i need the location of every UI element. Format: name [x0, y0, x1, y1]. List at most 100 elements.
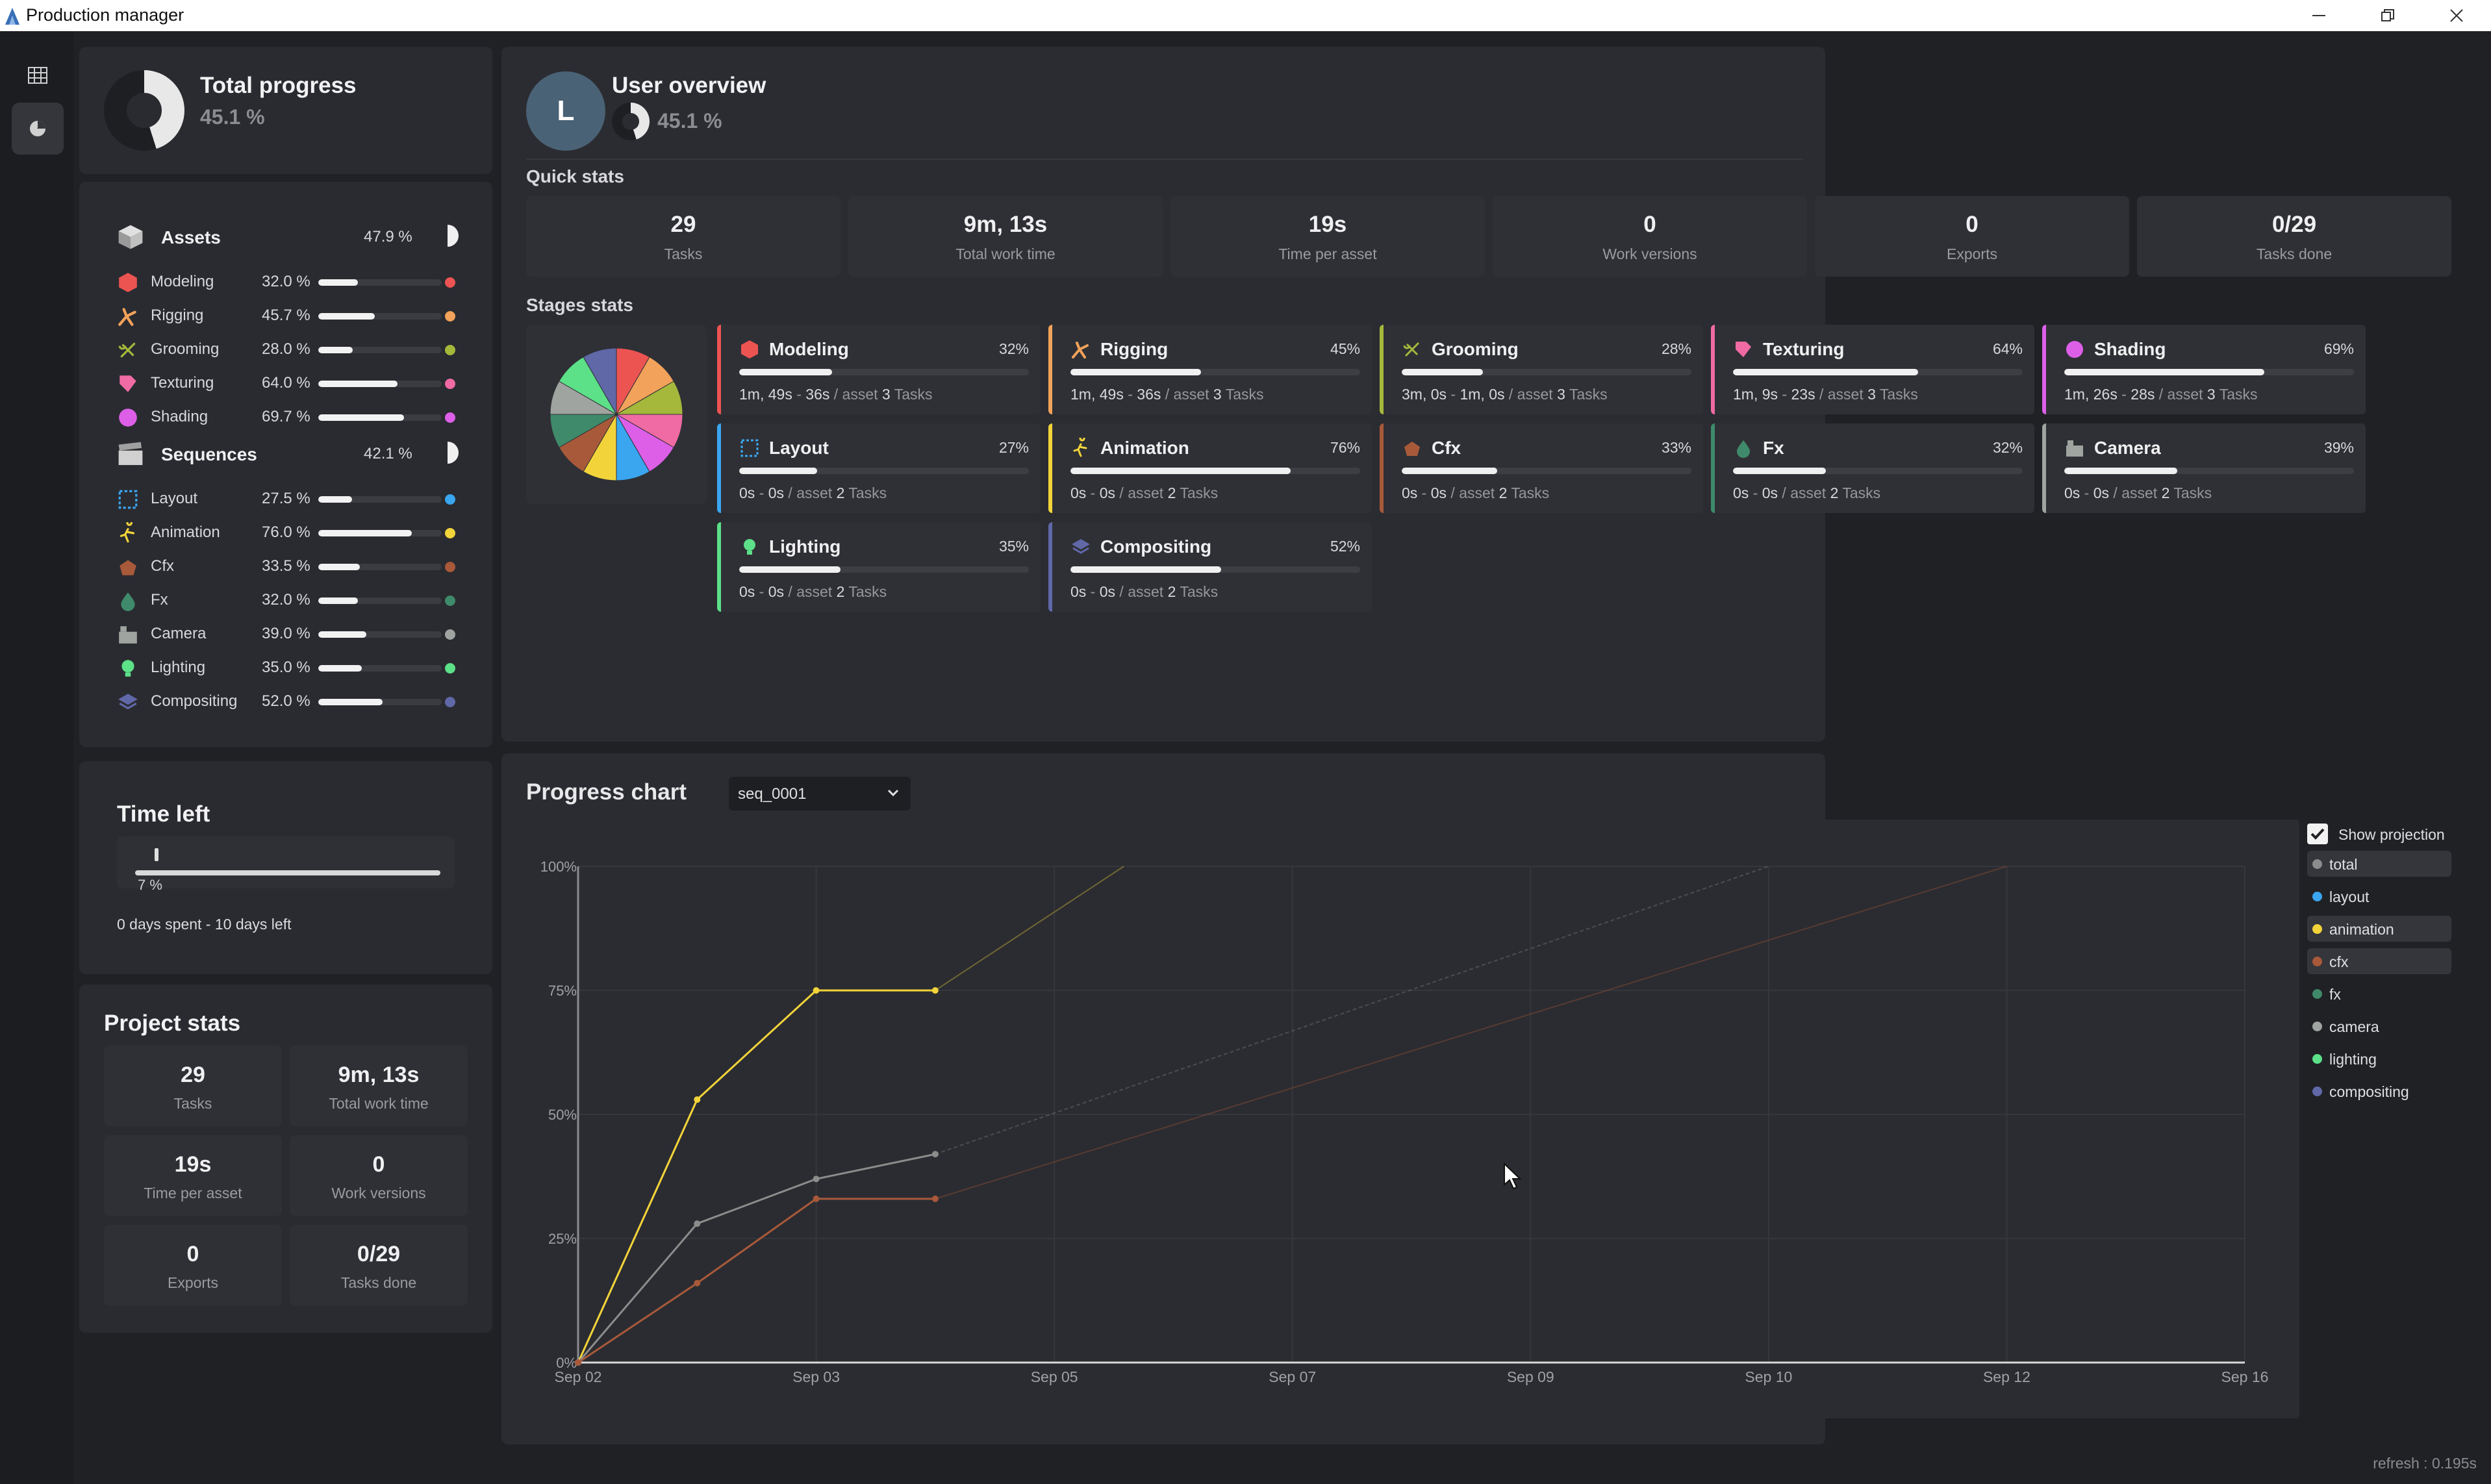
stage-progress-bar [318, 279, 442, 286]
stage-card-per-asset: / asset [1778, 484, 1830, 501]
stage-card-total-time: 0s [739, 583, 755, 600]
stage-progress-fill [318, 313, 375, 320]
stage-card-progress-bar [1402, 369, 1691, 375]
legend-item-total[interactable]: total [2307, 851, 2451, 877]
stage-card-name: Modeling [769, 339, 849, 359]
y-tick-label: 100% [540, 859, 577, 875]
stage-card-per-asset: / asset [784, 583, 837, 600]
stage-card-progress-bar [1402, 468, 1691, 474]
stage-card-icon-wrap [739, 438, 760, 459]
rigging-icon [118, 308, 136, 326]
stage-card-meta: 0s - 0s / asset 2 Tasks [1402, 484, 1549, 502]
stage-card-meta: 1m, 49s - 36s / asset 3 Tasks [739, 386, 933, 403]
stage-icon-wrap [117, 407, 139, 429]
y-tick-label: 25% [548, 1231, 577, 1247]
table-view-button[interactable] [12, 49, 64, 101]
legend-item-lighting[interactable]: lighting [2307, 1046, 2451, 1072]
stage-card-progress-fill [1402, 369, 1483, 375]
lighting-icon [121, 660, 134, 677]
stage-card-task-count: 3 [2206, 386, 2219, 403]
stage-card-accent [2042, 325, 2046, 414]
legend-item-fx[interactable]: fx [2307, 981, 2451, 1007]
stage-row-grooming: Grooming 28.0 % [117, 333, 468, 366]
stage-card-total-time: 3m, 0s [1402, 386, 1447, 403]
stages-pie-box [526, 325, 707, 504]
stage-card-total-time: 1m, 49s [739, 386, 792, 403]
legend-item-camera[interactable]: camera [2307, 1013, 2451, 1039]
restore-button[interactable] [2355, 0, 2420, 31]
sequence-select[interactable]: seq_0001 [729, 777, 911, 811]
stage-card-fx: Fx 32% 0s - 0s / asset 2 Tasks [1711, 423, 2034, 513]
legend-dot [2312, 1087, 2322, 1096]
stage-icon-wrap [117, 305, 139, 327]
stage-card-accent [1380, 423, 1384, 513]
stat-label: Work versions [1602, 245, 1697, 262]
assets-header: Assets 47.9 % [117, 217, 468, 256]
layout-icon [118, 490, 138, 509]
stage-card-percent: 28% [1661, 340, 1691, 357]
assets-label: Assets [161, 227, 221, 247]
shading-icon [119, 409, 137, 427]
user-overview-title: User overview [612, 73, 766, 98]
legend-item-layout[interactable]: layout [2307, 883, 2451, 909]
stage-card-task-count: 3 [881, 386, 894, 403]
stage-progress-bar [318, 597, 442, 604]
stage-progress-bar [318, 665, 442, 672]
stage-card-progress-fill [739, 369, 832, 375]
stage-card-name: Texturing [1763, 339, 1845, 359]
show-projection-checkbox[interactable] [2307, 824, 2328, 844]
stage-card-cfx: Cfx 33% 0s - 0s / asset 2 Tasks [1380, 423, 1703, 513]
stage-progress-fill [318, 381, 398, 387]
stage-progress-fill [318, 347, 353, 353]
chevron-down-icon [887, 789, 899, 797]
legend-item-cfx[interactable]: cfx [2307, 948, 2451, 974]
stage-row-layout: Layout 27.5 % [117, 482, 468, 516]
stat-value: 9m, 13s [963, 212, 1048, 237]
close-button[interactable] [2424, 0, 2489, 31]
stage-name: Cfx [151, 557, 174, 575]
pie-slice-compositing [583, 347, 617, 416]
stat-label: Tasks done [340, 1274, 417, 1291]
donut-hole [126, 92, 162, 129]
legend-dot [2312, 1054, 2322, 1064]
checkmark-icon [2310, 828, 2325, 840]
stage-card-percent: 64% [1992, 340, 2023, 357]
stage-card-time-per-asset: 0s [1762, 484, 1778, 501]
stage-card-name: Grooming [1432, 339, 1519, 359]
stat-value: 0/29 [357, 1242, 401, 1266]
total-progress-donut [104, 70, 184, 151]
legend-label: animation [2329, 921, 2394, 938]
legend-item-animation[interactable]: animation [2307, 916, 2451, 942]
stage-card-rigging: Rigging 45% 1m, 49s - 36s / asset 3 Tasks [1048, 325, 1372, 414]
legend-dot [2312, 924, 2322, 934]
stage-card-progress-bar [739, 468, 1029, 474]
stage-card-icon-wrap [2064, 339, 2085, 360]
minimize-button[interactable] [2286, 0, 2351, 31]
stage-progress-fill [318, 496, 353, 503]
stage-card-total-time: 1m, 49s [1070, 386, 1124, 403]
stat-label: Time per asset [1278, 245, 1377, 262]
modeling-icon [741, 340, 758, 358]
stats-view-button[interactable] [12, 103, 64, 155]
stage-card-tasks-label: Tasks [2219, 386, 2258, 403]
progress-line-chart: Sep 02 Sep 03 Sep 05 Sep 07 Sep 09 Sep 10 Sep … [540, 859, 2269, 1385]
stage-icon-wrap [117, 590, 139, 612]
stage-card-accent [717, 325, 721, 414]
stage-card-progress-bar [2064, 369, 2354, 375]
stage-card-tasks-label: Tasks [1225, 386, 1264, 403]
stage-card-icon-wrap [1070, 339, 1091, 360]
stage-card-texturing: Texturing 64% 1m, 9s - 23s / asset 3 Tasks [1711, 325, 2034, 414]
grooming-icon [1403, 342, 1420, 357]
legend-dot [2312, 892, 2322, 901]
avatar: L [526, 71, 605, 151]
show-projection-toggle[interactable]: Show projection [2307, 820, 2457, 848]
data-point-cfx [694, 1279, 701, 1287]
stage-card-time-per-asset: 0s [768, 484, 785, 501]
stage-percent: 52.0 % [262, 692, 310, 710]
legend-item-compositing[interactable]: compositing [2307, 1078, 2451, 1104]
stage-card-progress-fill [1070, 566, 1221, 573]
stages-stats-title: Stages stats [526, 295, 633, 315]
stage-progress-panel [79, 182, 492, 747]
stage-card-accent [1048, 325, 1052, 414]
stage-name: Camera [151, 625, 207, 642]
